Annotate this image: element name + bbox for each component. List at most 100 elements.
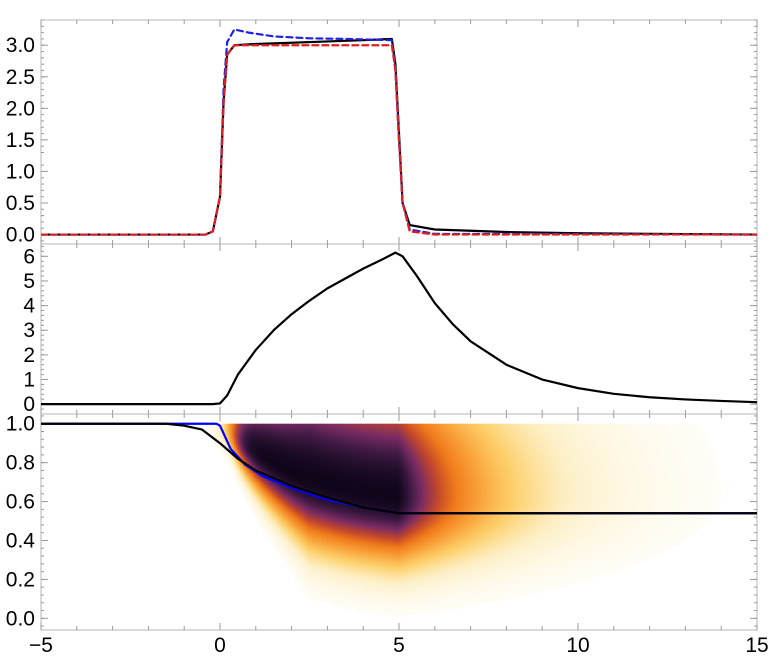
- heatmap-cell: [262, 497, 266, 501]
- heatmap-cell: [268, 454, 271, 458]
- heatmap-cell: [255, 515, 259, 518]
- heatmap-cell: [268, 480, 271, 483]
- heatmap-cell: [280, 437, 284, 440]
- heatmap-cell: [275, 482, 278, 485]
- heatmap-cell: [232, 449, 235, 452]
- heatmap-cell: [280, 423, 284, 427]
- heatmap-cell: [277, 550, 280, 553]
- heatmap-cell: [273, 441, 277, 444]
- heatmap-cell: [243, 474, 246, 477]
- heatmap-cell: [282, 443, 286, 446]
- heatmap-cell: [284, 425, 287, 429]
- heatmap-cell: [241, 439, 244, 442]
- heatmap-cell: [243, 425, 246, 429]
- heatmap-cell: [257, 462, 260, 466]
- heatmap-cell: [246, 476, 250, 479]
- heatmap-cell: [282, 447, 286, 450]
- heatmap-cell: [264, 499, 268, 503]
- heatmap-cell: [246, 433, 250, 437]
- heatmap-cell: [214, 429, 218, 433]
- heatmap-cell: [273, 519, 277, 522]
- heatmap-cell: [257, 443, 260, 446]
- heatmap-cell: [286, 565, 289, 569]
- heatmap-cell: [261, 425, 264, 429]
- heatmap-cell: [273, 472, 277, 475]
- heatmap-cell: [266, 478, 269, 481]
- heatmap-cell: [286, 435, 289, 438]
- heatmap-cell: [268, 433, 271, 437]
- heatmap-cell: [288, 563, 291, 567]
- heatmap-cell: [271, 437, 275, 440]
- heatmap-cell: [275, 449, 278, 452]
- heatmap-cell: [268, 519, 271, 522]
- heatmap-cell: [275, 524, 278, 528]
- heatmap-cell: [261, 452, 264, 456]
- heatmap-cell: [237, 474, 241, 477]
- heatmap-cell: [288, 511, 291, 514]
- heatmap-cell: [255, 486, 259, 489]
- heatmap-cell: [261, 499, 264, 503]
- heatmap-cell: [275, 550, 278, 553]
- heatmap-cell: [261, 511, 264, 514]
- heatmap-cell: [286, 476, 289, 479]
- heatmap-cell: [275, 534, 278, 538]
- heatmap-cell: [264, 507, 268, 510]
- heatmap-cell: [248, 499, 252, 503]
- heatmap-cell: [250, 487, 253, 491]
- heatmap-cell: [273, 521, 277, 524]
- heatmap-cell: [279, 491, 282, 495]
- heatmap-cell: [271, 456, 275, 460]
- heatmap-cell: [214, 425, 218, 429]
- heatmap-cell: [279, 544, 282, 547]
- heatmap-cell: [239, 449, 243, 452]
- heatmap-cell: [266, 521, 269, 524]
- heatmap-cell: [220, 441, 223, 444]
- heatmap-cell: [254, 491, 257, 495]
- heatmap-cell: [286, 521, 289, 524]
- heatmap-cell: [279, 524, 282, 528]
- heatmap-cell: [245, 478, 248, 481]
- heatmap-cell: [266, 499, 269, 503]
- heatmap-cell: [232, 425, 235, 429]
- heatmap-cell: [284, 530, 287, 534]
- heatmap-cell: [252, 462, 255, 466]
- heatmap-cell: [262, 489, 266, 493]
- heatmap-cell: [284, 538, 287, 542]
- heatmap-cell: [254, 493, 257, 497]
- heatmap-cell: [221, 449, 225, 452]
- heatmap-cell: [284, 517, 287, 520]
- heatmap-cell: [216, 445, 219, 448]
- heatmap-cell: [234, 450, 237, 454]
- heatmap-cell: [271, 452, 275, 456]
- heatmap-cell: [245, 431, 248, 435]
- heatmap-cell: [273, 443, 277, 446]
- heatmap-cell: [261, 489, 264, 493]
- heatmap-cell: [264, 487, 268, 491]
- heatmap-cell: [288, 489, 291, 493]
- heatmap-cell: [257, 437, 260, 440]
- heatmap-cell: [230, 468, 234, 472]
- heatmap-cell: [254, 462, 257, 466]
- heatmap-cell: [277, 495, 280, 499]
- heatmap-cell: [280, 552, 284, 555]
- heatmap-cell: [286, 462, 289, 466]
- heatmap-cell: [232, 437, 235, 440]
- heatmap-cell: [264, 480, 268, 483]
- heatmap-cell: [252, 495, 255, 499]
- heatmap-cell: [239, 435, 243, 438]
- heatmap-cell: [271, 522, 275, 526]
- heatmap-cell: [245, 450, 248, 454]
- heatmap-cell: [279, 487, 282, 491]
- heatmap-cell: [252, 429, 255, 433]
- heatmap-cell: [286, 540, 289, 544]
- heatmap-cell: [288, 437, 291, 440]
- heatmap-cell: [214, 427, 218, 431]
- heatmap-cell: [250, 456, 253, 460]
- heatmap-cell: [282, 505, 286, 509]
- heatmap-cell: [279, 522, 282, 526]
- heatmap-cell: [257, 501, 260, 505]
- heatmap-cell: [280, 501, 284, 505]
- heatmap-cell: [255, 439, 259, 442]
- heatmap-cell: [280, 466, 284, 470]
- heatmap-cell: [248, 452, 252, 456]
